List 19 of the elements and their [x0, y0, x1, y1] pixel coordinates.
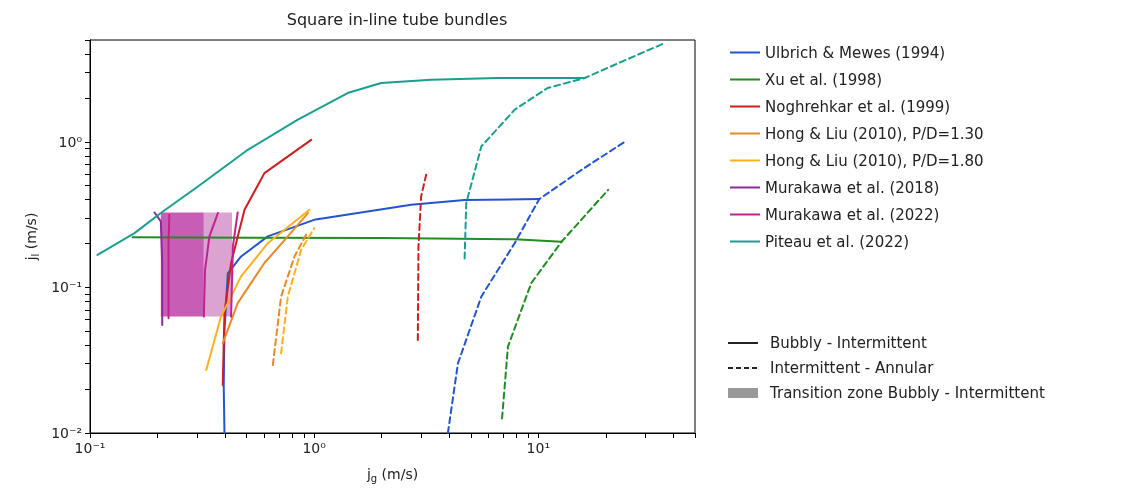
x-tick-label: 10¹ — [526, 440, 551, 456]
x-tick-label: 10⁰ — [302, 440, 327, 456]
legend-label: Hong & Liu (2010), P/D=1.30 — [765, 124, 984, 143]
text: Transition zone Bubbly - Intermittent — [770, 383, 1045, 402]
y-tick-label: 10⁻¹ — [51, 279, 82, 296]
legend-label: Piteau et al. (2022) — [765, 232, 910, 251]
x-tick-label: 10⁻¹ — [74, 440, 106, 456]
text: Intermittent - Annular — [770, 358, 934, 377]
text: Bubbly - Intermittent — [770, 333, 927, 352]
y-tick-label: 10⁰ — [58, 133, 83, 150]
legend-label: Xu et al. (1998) — [765, 70, 883, 89]
y-axis-title: jl (m/s) — [23, 212, 41, 262]
legend-label: Ulbrich & Mewes (1994) — [765, 43, 946, 62]
legend-label: Murakawa et al. (2022) — [765, 205, 940, 224]
chart-title: Square in-line tube bundles — [286, 9, 508, 29]
legend-label: Hong & Liu (2010), P/D=1.80 — [765, 151, 984, 170]
legend-label: Noghrehkar et al. (1999) — [765, 97, 951, 116]
legend-label: Murakawa et al. (2018) — [765, 178, 940, 197]
y-tick-label: 10⁻² — [51, 425, 82, 441]
